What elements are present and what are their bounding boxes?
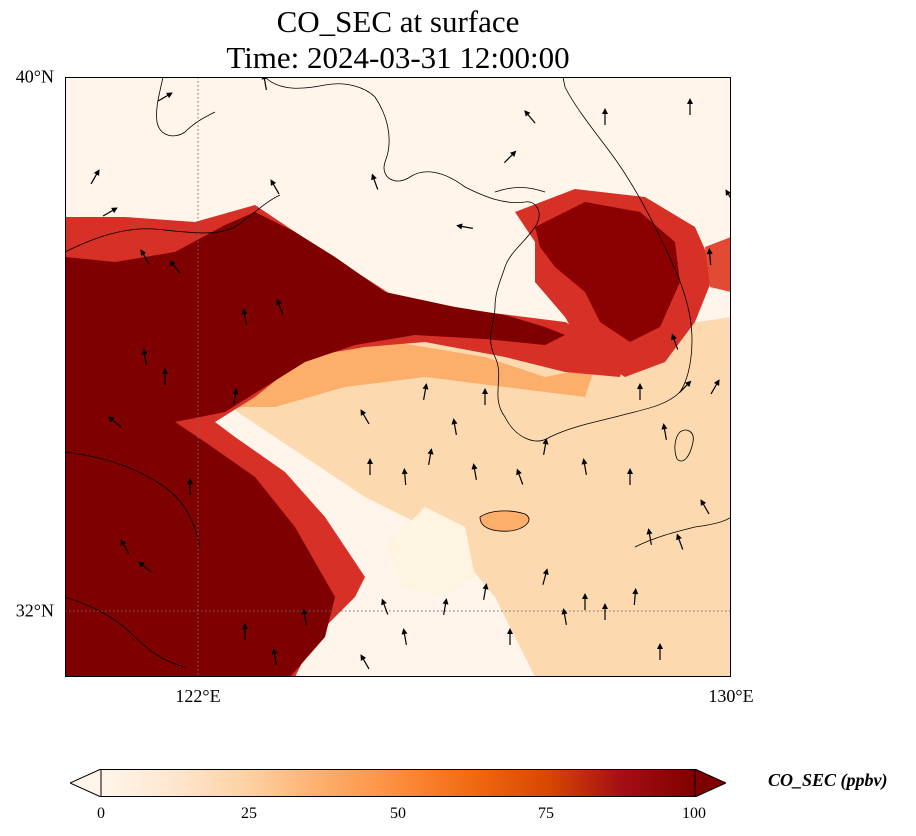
concentration-map xyxy=(65,77,731,677)
colorbar-tick-0: 0 xyxy=(97,805,105,822)
wind-arrow xyxy=(360,409,370,425)
wind-arrow xyxy=(241,308,248,325)
wind-arrow xyxy=(700,499,710,515)
wind-arrow xyxy=(276,298,284,315)
wind-arrow xyxy=(710,379,720,395)
field-east-edge xyxy=(705,237,731,292)
wind-arrow xyxy=(482,583,489,600)
wind-arrow xyxy=(138,561,152,573)
field-korea-core xyxy=(535,202,680,342)
lat-label-40: 40°N xyxy=(15,66,54,87)
wind-arrow xyxy=(507,628,513,645)
lon-label-130: 130°E xyxy=(708,686,754,706)
wind-arrow xyxy=(661,423,668,440)
lon-label-122: 122°E xyxy=(175,686,221,706)
wind-arrow xyxy=(482,388,488,405)
colorbar-title: CO_SEC (ppbv) xyxy=(768,770,888,790)
wind-vectors xyxy=(90,77,731,670)
wind-arrow xyxy=(581,458,588,475)
field-light-patch xyxy=(385,507,475,597)
wind-arrow xyxy=(637,383,643,400)
colorbar-gradient xyxy=(100,769,696,797)
wind-arrow xyxy=(271,648,278,665)
wind-arrow xyxy=(456,223,473,230)
wind-arrow xyxy=(646,528,653,545)
field-dark-core xyxy=(65,212,565,677)
wind-arrow xyxy=(542,438,549,455)
wind-arrow xyxy=(401,468,408,486)
wind-arrow xyxy=(120,539,130,555)
wind-arrow xyxy=(140,249,150,265)
wind-arrow xyxy=(401,628,408,645)
wind-arrow xyxy=(671,333,679,350)
wind-arrow xyxy=(102,207,118,217)
wind-arrow xyxy=(687,98,693,115)
colorbar-extend-high xyxy=(694,769,726,797)
lat-label-32: 32°N xyxy=(15,600,54,621)
wind-arrow xyxy=(187,478,193,495)
wind-arrow xyxy=(157,92,173,102)
wind-arrow xyxy=(524,110,536,124)
colorbar-tick-75: 75 xyxy=(538,805,554,822)
colorbar-tick-50: 50 xyxy=(390,805,406,822)
wind-arrow xyxy=(561,608,568,625)
wind-arrow xyxy=(360,654,370,670)
colorbar-tick-100: 100 xyxy=(682,805,706,822)
wind-arrow xyxy=(632,588,639,606)
wind-arrow xyxy=(516,468,524,485)
wind-arrow xyxy=(627,468,633,485)
map-time: Time: 2024-03-31 12:00:00 xyxy=(226,40,570,75)
wind-arrow xyxy=(657,643,663,660)
wind-arrow xyxy=(542,568,549,585)
map-title: CO_SEC at surface xyxy=(276,4,520,39)
wind-arrow xyxy=(471,463,478,480)
wind-arrow xyxy=(371,173,379,190)
wind-arrow xyxy=(442,598,449,615)
wind-arrow xyxy=(367,458,373,475)
wind-arrow xyxy=(108,416,122,428)
wind-arrow xyxy=(676,533,684,550)
wind-arrow xyxy=(427,448,434,465)
wind-arrow xyxy=(582,593,588,610)
wind-arrow xyxy=(141,348,148,365)
wind-arrow xyxy=(602,108,608,125)
wind-arrow xyxy=(90,169,100,185)
wind-arrow xyxy=(451,418,458,435)
colorbar-extend-low xyxy=(70,769,102,797)
wind-arrow xyxy=(381,598,389,615)
wind-arrow xyxy=(301,608,308,625)
wind-arrow xyxy=(503,150,517,164)
wind-arrow xyxy=(706,248,713,266)
coastlines xyxy=(65,77,731,668)
field-moderate-plume xyxy=(185,317,731,677)
wind-arrow xyxy=(602,603,608,620)
wind-arrow xyxy=(169,260,181,274)
colorbar-tick-25: 25 xyxy=(241,805,257,822)
wind-arrow xyxy=(422,383,429,400)
wind-arrow xyxy=(232,388,239,405)
wind-arrow xyxy=(242,623,248,640)
wind-arrow xyxy=(270,179,280,195)
wind-arrow xyxy=(162,368,168,385)
colorbar xyxy=(70,769,726,797)
